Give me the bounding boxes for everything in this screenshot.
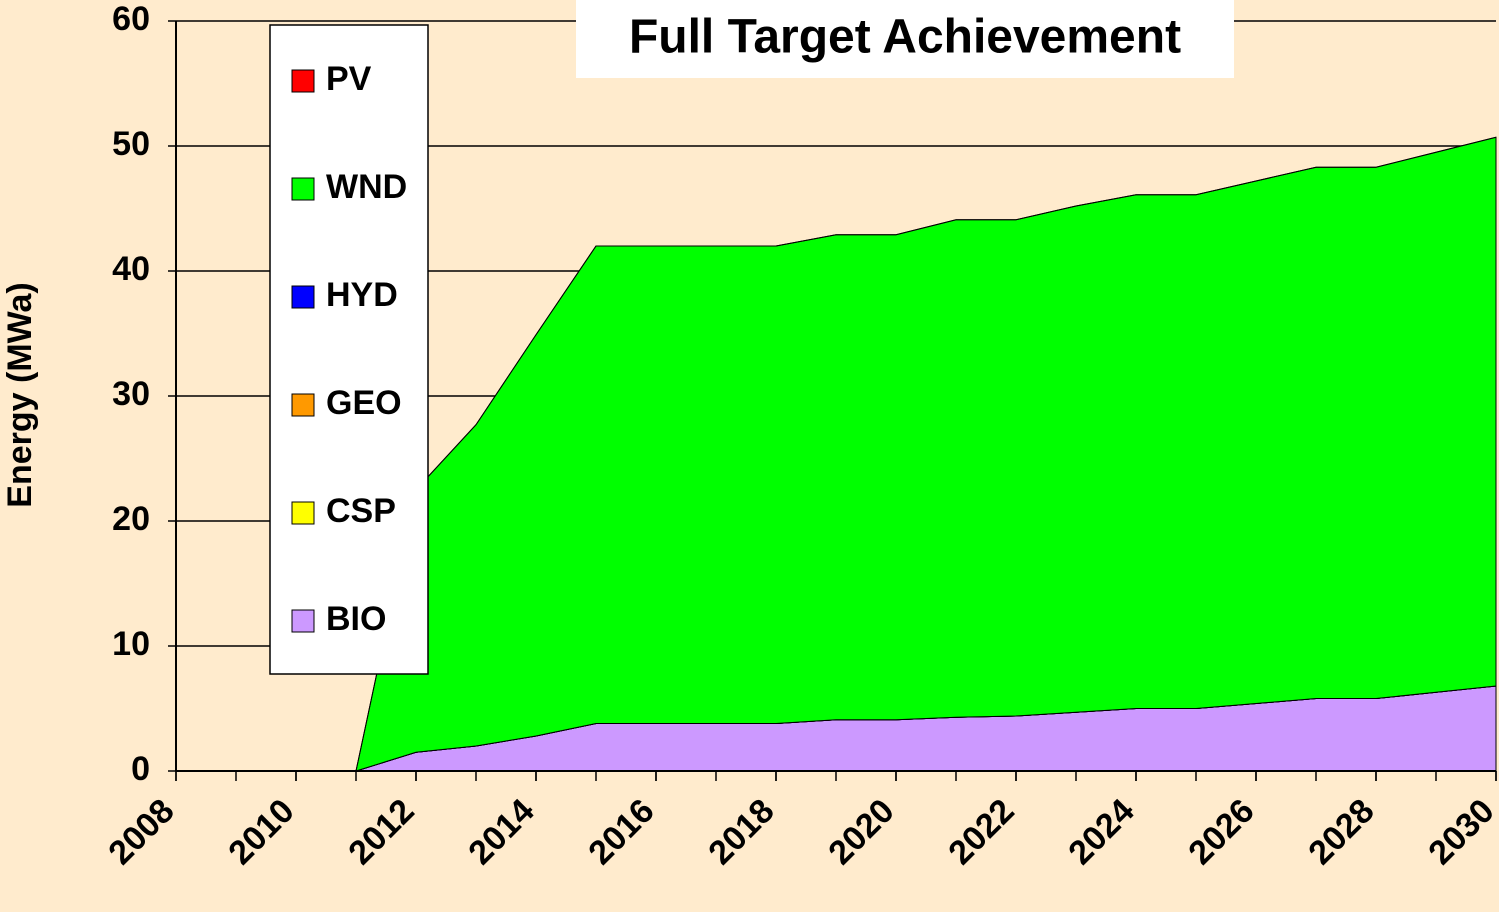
legend-swatch xyxy=(291,177,315,201)
y-tick-label: 30 xyxy=(112,375,150,413)
chart-title: Full Target Achievement xyxy=(629,11,1181,64)
y-tick-label: 10 xyxy=(112,625,150,663)
y-axis-label: Energy (MWa) xyxy=(1,282,39,507)
y-tick-label: 50 xyxy=(112,125,150,163)
legend-label: BIO xyxy=(326,600,386,638)
legend-label: WND xyxy=(326,168,407,206)
y-tick-label: 60 xyxy=(112,0,150,38)
legend-swatch xyxy=(291,609,315,633)
legend-swatch xyxy=(291,69,315,93)
legend-label: PV xyxy=(326,60,372,98)
legend-label: GEO xyxy=(326,384,402,422)
y-tick-label: 0 xyxy=(131,750,150,788)
legend xyxy=(269,24,429,675)
y-tick-label: 40 xyxy=(112,250,150,288)
y-tick-label: 20 xyxy=(112,500,150,538)
area xyxy=(176,136,1497,772)
legend-swatch xyxy=(291,285,315,309)
legend-swatch xyxy=(291,501,315,525)
legend-swatch xyxy=(291,393,315,417)
legend-label: CSP xyxy=(326,492,396,530)
title-box xyxy=(576,0,1234,78)
legend-label: HYD xyxy=(326,276,398,314)
